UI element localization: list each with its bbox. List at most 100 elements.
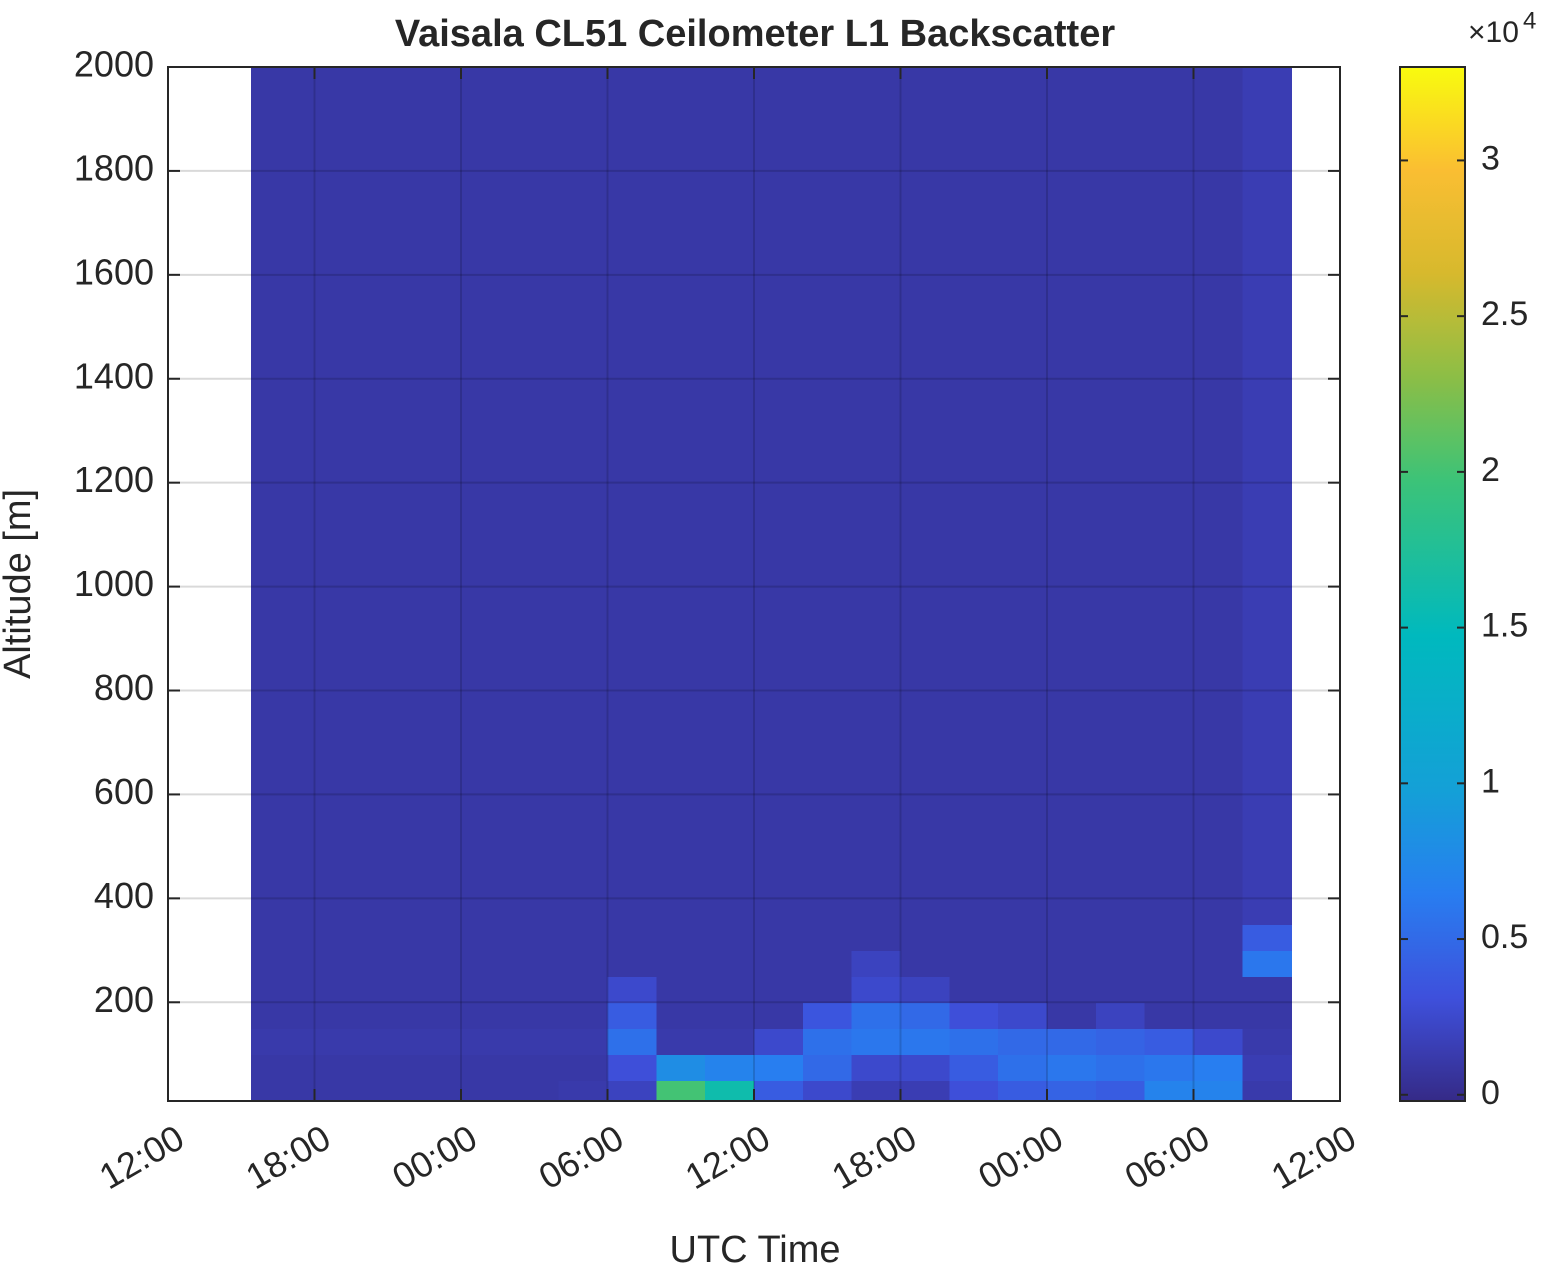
x-tick-label: 12:00 — [92, 1117, 191, 1198]
heatmap-cell — [900, 1002, 950, 1029]
heatmap-cell — [607, 1002, 657, 1029]
heatmap-cell — [314, 1080, 364, 1102]
heatmap-cell — [1095, 1080, 1146, 1102]
heatmap-cell — [558, 67, 609, 925]
heatmap-cell — [802, 1080, 853, 1102]
heatmap-cell — [461, 950, 511, 977]
heatmap-cell — [656, 1028, 706, 1055]
heatmap-cell — [802, 1028, 853, 1055]
heatmap-cell — [1193, 950, 1243, 977]
heatmap-cell — [607, 67, 657, 925]
heatmap-cell — [949, 1080, 999, 1102]
heatmap-cell — [851, 1080, 902, 1102]
heatmap-cell — [900, 1080, 950, 1102]
heatmap-cell — [251, 924, 316, 951]
y-tick-label: 2000 — [74, 44, 154, 85]
heatmap-cell — [705, 976, 755, 1003]
heatmap-cell — [1242, 924, 1292, 951]
heatmap-cell — [949, 976, 999, 1003]
heatmap-cell — [1095, 1054, 1146, 1081]
heatmap-cell — [998, 924, 1048, 951]
heatmap-cell — [363, 67, 413, 925]
heatmap-cell — [656, 976, 706, 1003]
heatmap-cell — [607, 1054, 657, 1081]
heatmap-cell — [314, 950, 364, 977]
heatmap-cell — [607, 1080, 657, 1102]
heatmap-cell — [1095, 67, 1146, 925]
heatmap-cell — [461, 976, 511, 1003]
heatmap-cell — [802, 1054, 853, 1081]
heatmap — [251, 67, 1292, 1102]
heatmap-cell — [1193, 976, 1243, 1003]
heatmap-cell — [656, 67, 706, 925]
heatmap-cell — [802, 976, 853, 1003]
heatmap-cell — [1047, 1054, 1097, 1081]
heatmap-cell — [363, 976, 413, 1003]
y-tick-label: 600 — [94, 771, 154, 812]
x-tick-label: 00:00 — [971, 1117, 1070, 1198]
heatmap-cell — [1242, 950, 1292, 977]
heatmap-cell — [851, 924, 902, 951]
heatmap-cell — [1047, 1080, 1097, 1102]
heatmap-cell — [412, 1054, 462, 1081]
x-tick-label: 06:00 — [532, 1117, 631, 1198]
heatmap-cell — [509, 67, 560, 925]
heatmap-cell — [802, 924, 853, 951]
heatmap-cell — [607, 950, 657, 977]
heatmap-cell — [1144, 1028, 1195, 1055]
heatmap-cell — [251, 950, 316, 977]
heatmap-cell — [851, 1002, 902, 1029]
heatmap-cell — [1047, 976, 1097, 1003]
colorbar-tick-label: 1.5 — [1481, 607, 1528, 645]
heatmap-cell — [1242, 1080, 1292, 1102]
heatmap-cell — [1193, 924, 1243, 951]
x-tick-label: 06:00 — [1118, 1117, 1217, 1198]
heatmap-cell — [509, 1080, 560, 1102]
heatmap-cell — [1193, 1028, 1243, 1055]
heatmap-cell — [1242, 67, 1292, 925]
heatmap-cell — [1144, 976, 1195, 1003]
heatmap-cell — [1047, 950, 1097, 977]
heatmap-cell — [363, 1080, 413, 1102]
heatmap-cell — [251, 1080, 316, 1102]
heatmap-cell — [314, 1028, 364, 1055]
heatmap-cell — [949, 67, 999, 925]
heatmap-cell — [802, 1002, 853, 1029]
heatmap-cell — [754, 1028, 804, 1055]
heatmap-cell — [900, 1054, 950, 1081]
heatmap-cell — [363, 1028, 413, 1055]
heatmap-cell — [1144, 950, 1195, 977]
heatmap-cell — [607, 924, 657, 951]
heatmap-cell — [754, 924, 804, 951]
colorbar-tick-label: 0 — [1481, 1074, 1500, 1112]
heatmap-cell — [509, 924, 560, 951]
heatmap-cell — [412, 1002, 462, 1029]
colorbar-tick-label: 0.5 — [1481, 918, 1528, 956]
heatmap-cell — [251, 976, 316, 1003]
heatmap-cell — [754, 67, 804, 925]
heatmap-cell — [363, 1054, 413, 1081]
heatmap-cell — [754, 1002, 804, 1029]
x-tick-label: 18:00 — [239, 1117, 338, 1198]
heatmap-cell — [1193, 1080, 1243, 1102]
heatmap-cell — [998, 1080, 1048, 1102]
heatmap-cell — [1193, 1054, 1243, 1081]
heatmap-cell — [314, 67, 364, 925]
heatmap-cell — [363, 950, 413, 977]
heatmap-cell — [461, 1080, 511, 1102]
heatmap-cell — [1047, 924, 1097, 951]
heatmap-cell — [900, 67, 950, 925]
heatmap-cell — [558, 1028, 609, 1055]
y-tick-label: 1000 — [74, 563, 154, 604]
heatmap-cell — [509, 976, 560, 1003]
heatmap-cell — [412, 976, 462, 1003]
heatmap-cell — [900, 1028, 950, 1055]
heatmap-cell — [900, 924, 950, 951]
heatmap-cell — [1144, 924, 1195, 951]
heatmap-cell — [363, 924, 413, 951]
colorbar-tick-label: 3 — [1481, 139, 1500, 177]
heatmap-cell — [1095, 976, 1146, 1003]
heatmap-cell — [998, 976, 1048, 1003]
heatmap-cell — [509, 950, 560, 977]
